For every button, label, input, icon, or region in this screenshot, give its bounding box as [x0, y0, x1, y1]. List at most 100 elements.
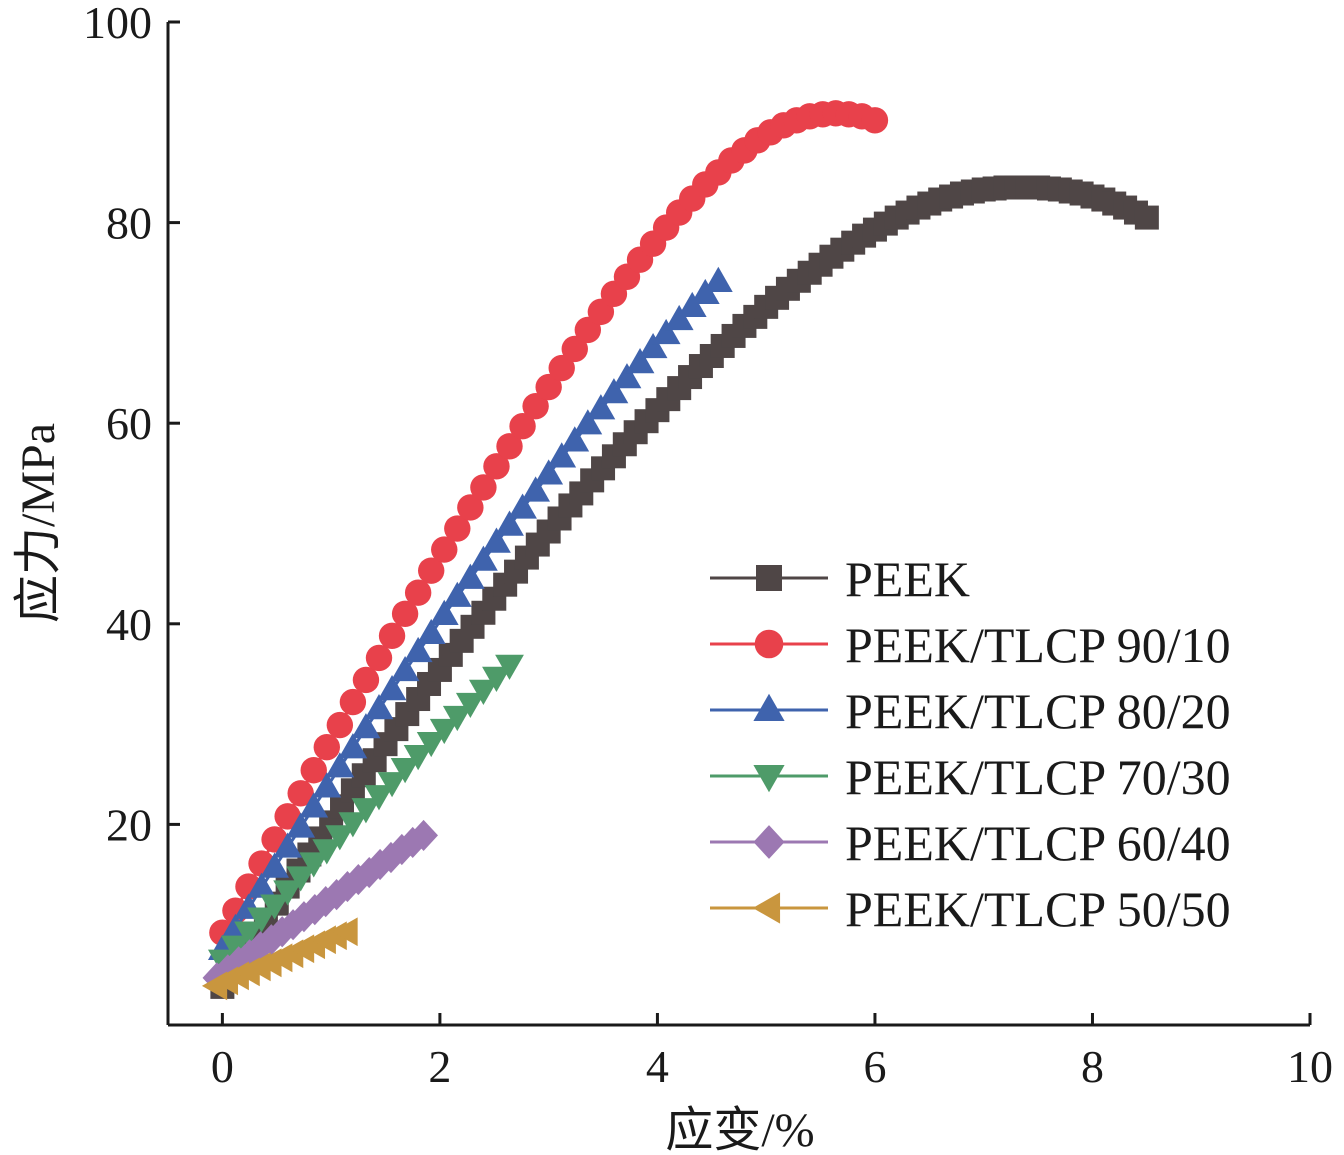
- data-point: [332, 917, 358, 947]
- data-point: [429, 599, 459, 625]
- legend-item: PEEK/TLCP 50/50: [710, 881, 1231, 937]
- data-point: [364, 694, 394, 720]
- legend-label: PEEK/TLCP 90/10: [845, 617, 1231, 673]
- data-point: [286, 866, 316, 892]
- data-point: [703, 266, 733, 292]
- data-point: [312, 839, 342, 865]
- data-point: [429, 718, 459, 745]
- data-point: [300, 757, 327, 784]
- data-point: [586, 394, 616, 420]
- axes: [166, 22, 1310, 1027]
- data-point: [534, 459, 564, 485]
- data-point: [457, 494, 484, 521]
- data-point: [267, 916, 297, 948]
- data-point: [416, 731, 446, 758]
- data-point: [364, 785, 394, 811]
- data-point: [326, 711, 354, 739]
- data-point: [442, 581, 472, 607]
- data-point: [612, 363, 642, 389]
- y-tick-label: 80: [106, 198, 152, 249]
- data-point: [403, 636, 433, 663]
- data-point: [247, 872, 276, 898]
- data-point: [442, 705, 472, 732]
- data-point: [377, 772, 407, 798]
- x-tick-label: 4: [646, 1041, 669, 1092]
- data-point: [599, 378, 629, 404]
- data-point: [409, 819, 438, 852]
- y-axis-label: 应力/MPa: [12, 423, 65, 623]
- data-point: [416, 618, 446, 645]
- data-point: [376, 841, 406, 874]
- data-point: [403, 744, 433, 771]
- x-tick-label: 2: [428, 1041, 451, 1092]
- series-5: [201, 917, 358, 1001]
- data-point: [338, 812, 368, 838]
- y-tick-label: 40: [106, 599, 152, 650]
- data-point: [522, 392, 549, 420]
- data-point: [287, 780, 314, 807]
- legend-marker: [752, 892, 781, 924]
- data-point: [625, 348, 655, 374]
- legend: PEEK PEEK/TLCP 90/10 PEEK/TLCP 80/20 PEEK/T…: [710, 551, 1231, 937]
- legend-item: PEEK/TLCP 80/20: [710, 683, 1231, 739]
- data-point: [509, 413, 536, 440]
- x-tick-label: 10: [1287, 1041, 1333, 1092]
- data-point: [273, 880, 303, 906]
- legend-label: PEEK/TLCP 70/30: [845, 749, 1231, 805]
- legend-item: PEEK/TLCP 90/10: [710, 617, 1231, 673]
- x-tick-label: 0: [211, 1041, 234, 1092]
- x-axis-label: 应变/%: [665, 1104, 814, 1155]
- data-point: [535, 373, 562, 401]
- data-point: [547, 442, 577, 468]
- legend-item: PEEK: [710, 551, 970, 607]
- data-point: [365, 644, 393, 672]
- data-point: [260, 852, 289, 878]
- data-point: [404, 579, 432, 606]
- data-point: [312, 772, 342, 798]
- data-point: [278, 909, 308, 941]
- y-tick-label: 60: [106, 398, 152, 449]
- data-point: [469, 679, 498, 705]
- data-point: [861, 107, 889, 134]
- x-tick-label: 8: [1081, 1041, 1104, 1092]
- data-point: [418, 557, 445, 584]
- data-point: [352, 666, 380, 694]
- legend-marker: [753, 764, 785, 793]
- legend-item: PEEK/TLCP 60/40: [710, 815, 1231, 871]
- data-point: [338, 733, 368, 759]
- series-2: [207, 266, 733, 960]
- data-point: [495, 510, 524, 536]
- data-point: [299, 792, 329, 818]
- data-point: [391, 600, 419, 627]
- data-point: [247, 907, 276, 933]
- data-point: [1134, 205, 1159, 230]
- data-point: [482, 527, 511, 553]
- series-4: [202, 819, 438, 994]
- data-point: [289, 901, 319, 933]
- data-point: [365, 848, 395, 881]
- data-point: [274, 803, 301, 830]
- data-point: [469, 545, 498, 571]
- legend-marker: [756, 565, 782, 591]
- data-point: [377, 674, 407, 701]
- tick-marks: 0 2 4 6 8 10 20 40 60 80 100: [83, 0, 1333, 1092]
- data-point: [496, 433, 523, 460]
- data-point: [325, 825, 355, 851]
- plot-area: [201, 100, 1159, 1001]
- data-point: [664, 304, 694, 331]
- data-point: [351, 798, 381, 824]
- data-point: [221, 935, 250, 961]
- data-point: [560, 426, 590, 452]
- data-point: [300, 894, 330, 926]
- legend-label: PEEK/TLCP 60/40: [845, 815, 1231, 871]
- data-point: [508, 493, 537, 519]
- data-point: [234, 921, 263, 947]
- data-point: [573, 409, 603, 435]
- data-point: [339, 688, 367, 716]
- data-point: [561, 335, 588, 363]
- data-point: [483, 453, 510, 480]
- legend-label: PEEK: [845, 551, 970, 607]
- data-point: [470, 474, 497, 501]
- data-point: [313, 733, 340, 761]
